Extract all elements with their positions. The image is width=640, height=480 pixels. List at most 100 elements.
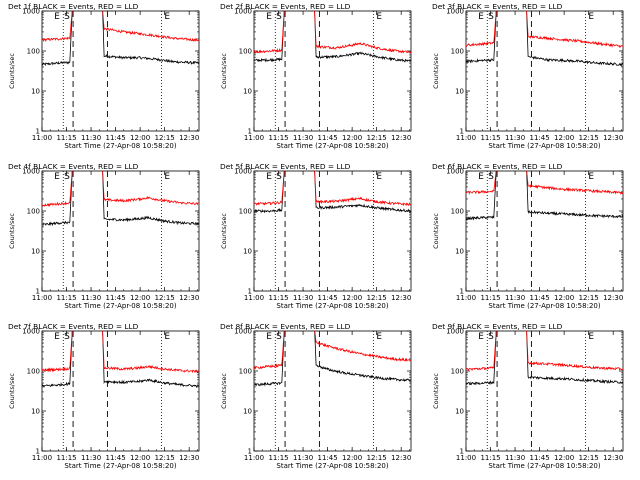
plot-frame xyxy=(253,330,412,452)
x-tick-label: 11:00 xyxy=(32,134,52,142)
x-tick-label: 11:45 xyxy=(106,294,126,302)
events-series-line xyxy=(42,331,199,388)
plot-frame xyxy=(465,330,624,452)
region-label: E xyxy=(266,12,272,22)
panel-title: Det 6f BLACK = Events, RED = LLD xyxy=(432,162,563,171)
x-tick-label: 11:45 xyxy=(318,294,338,302)
lld-series-line xyxy=(466,171,623,196)
y-tick-label: 10 xyxy=(31,88,40,96)
x-tick-label: 12:15 xyxy=(367,294,387,302)
x-tick-label: 11:15 xyxy=(56,454,76,462)
y-tick-label: 1000 xyxy=(22,8,40,16)
x-tick-label: 12:30 xyxy=(179,454,199,462)
x-axis-label: Start Time (27-Apr-08 10:58:20) xyxy=(64,462,176,470)
x-axis-label: Start Time (27-Apr-08 10:58:20) xyxy=(488,302,600,310)
events-series-line xyxy=(254,11,411,63)
panel-title: Det 1f BLACK = Events, RED = LLD xyxy=(8,2,139,11)
region-label: S xyxy=(488,12,494,22)
x-tick-label: 11:00 xyxy=(32,454,52,462)
x-tick-label: 12:30 xyxy=(179,294,199,302)
x-tick-label: 11:00 xyxy=(244,454,264,462)
region-label: E xyxy=(588,172,594,182)
y-tick-label: 100 xyxy=(239,208,252,216)
region-label: S xyxy=(64,332,70,342)
y-axis-label: Counts/sec xyxy=(8,53,16,89)
x-tick-label: 12:15 xyxy=(155,134,175,142)
events-series-line xyxy=(466,171,623,221)
x-tick-label: 11:15 xyxy=(268,454,288,462)
y-tick-label: 1000 xyxy=(446,168,464,176)
lld-series-line xyxy=(466,11,623,48)
y-tick-label: 1000 xyxy=(234,328,252,336)
region-label: E xyxy=(54,172,60,182)
detector-panel: Det 7f BLACK = Events, RED = LLD 1 10 100 10… xyxy=(8,322,200,470)
region-label: E xyxy=(54,12,60,22)
x-tick-label: 11:30 xyxy=(81,134,101,142)
y-tick-label: 1 xyxy=(36,288,40,296)
y-axis-label: Counts/sec xyxy=(220,53,228,89)
x-tick-label: 11:45 xyxy=(530,294,550,302)
x-tick-label: 12:00 xyxy=(130,294,150,302)
panel-title: Det 5f BLACK = Events, RED = LLD xyxy=(220,162,351,171)
region-label: E xyxy=(588,12,594,22)
plot-frame xyxy=(41,170,200,292)
x-tick-label: 12:30 xyxy=(391,294,411,302)
panel-title: Det 8f BLACK = Events, RED = LLD xyxy=(220,322,351,331)
region-label: E xyxy=(478,12,484,22)
x-tick-label: 11:45 xyxy=(106,134,126,142)
x-axis-label: Start Time (27-Apr-08 10:58:20) xyxy=(488,462,600,470)
plot-frame xyxy=(41,10,200,132)
region-label: S xyxy=(488,172,494,182)
y-tick-label: 1 xyxy=(36,128,40,136)
y-tick-label: 1000 xyxy=(22,168,40,176)
x-tick-label: 11:00 xyxy=(32,294,52,302)
y-tick-label: 1 xyxy=(248,128,252,136)
x-tick-label: 12:15 xyxy=(155,294,175,302)
x-tick-label: 11:00 xyxy=(456,134,476,142)
y-tick-label: 100 xyxy=(239,368,252,376)
x-tick-label: 11:00 xyxy=(456,454,476,462)
y-axis-label: Counts/sec xyxy=(8,213,16,249)
x-axis-label: Start Time (27-Apr-08 10:58:20) xyxy=(276,462,388,470)
events-series-line xyxy=(42,171,199,227)
y-tick-label: 1000 xyxy=(22,328,40,336)
y-tick-label: 1000 xyxy=(234,8,252,16)
x-tick-label: 11:30 xyxy=(81,454,101,462)
lld-series-line xyxy=(42,171,199,207)
x-tick-label: 12:00 xyxy=(342,294,362,302)
x-tick-label: 11:45 xyxy=(318,454,338,462)
x-tick-label: 11:00 xyxy=(244,294,264,302)
y-axis-label: Counts/sec xyxy=(432,53,440,89)
y-tick-label: 1000 xyxy=(446,8,464,16)
x-tick-label: 12:00 xyxy=(342,454,362,462)
x-tick-label: 12:15 xyxy=(579,294,599,302)
y-tick-label: 100 xyxy=(27,208,40,216)
y-tick-label: 10 xyxy=(243,408,252,416)
plot-frame xyxy=(253,10,412,132)
y-tick-label: 10 xyxy=(31,248,40,256)
region-label: E xyxy=(588,332,594,342)
region-label: S xyxy=(276,12,282,22)
plot-frame xyxy=(465,170,624,292)
x-tick-label: 12:15 xyxy=(579,454,599,462)
events-series-line xyxy=(254,171,411,214)
y-tick-label: 10 xyxy=(31,408,40,416)
x-tick-label: 12:30 xyxy=(179,134,199,142)
x-tick-label: 11:30 xyxy=(293,134,313,142)
lld-series-line xyxy=(254,11,411,54)
x-tick-label: 12:30 xyxy=(603,454,623,462)
x-tick-label: 11:15 xyxy=(56,134,76,142)
detector-panel: Det 3f BLACK = Events, RED = LLD 1 10 100 10… xyxy=(432,2,624,150)
y-tick-label: 100 xyxy=(239,48,252,56)
x-tick-label: 11:30 xyxy=(505,454,525,462)
x-tick-label: 12:00 xyxy=(554,134,574,142)
detector-panel: Det 6f BLACK = Events, RED = LLD 1 10 100 10… xyxy=(432,162,624,310)
events-series-line xyxy=(254,331,411,387)
x-axis-label: Start Time (27-Apr-08 10:58:20) xyxy=(276,142,388,150)
y-tick-label: 10 xyxy=(243,88,252,96)
x-tick-label: 11:15 xyxy=(480,134,500,142)
x-tick-label: 12:30 xyxy=(603,294,623,302)
y-axis-label: Counts/sec xyxy=(8,373,16,409)
x-tick-label: 11:30 xyxy=(293,454,313,462)
x-axis-label: Start Time (27-Apr-08 10:58:20) xyxy=(64,302,176,310)
